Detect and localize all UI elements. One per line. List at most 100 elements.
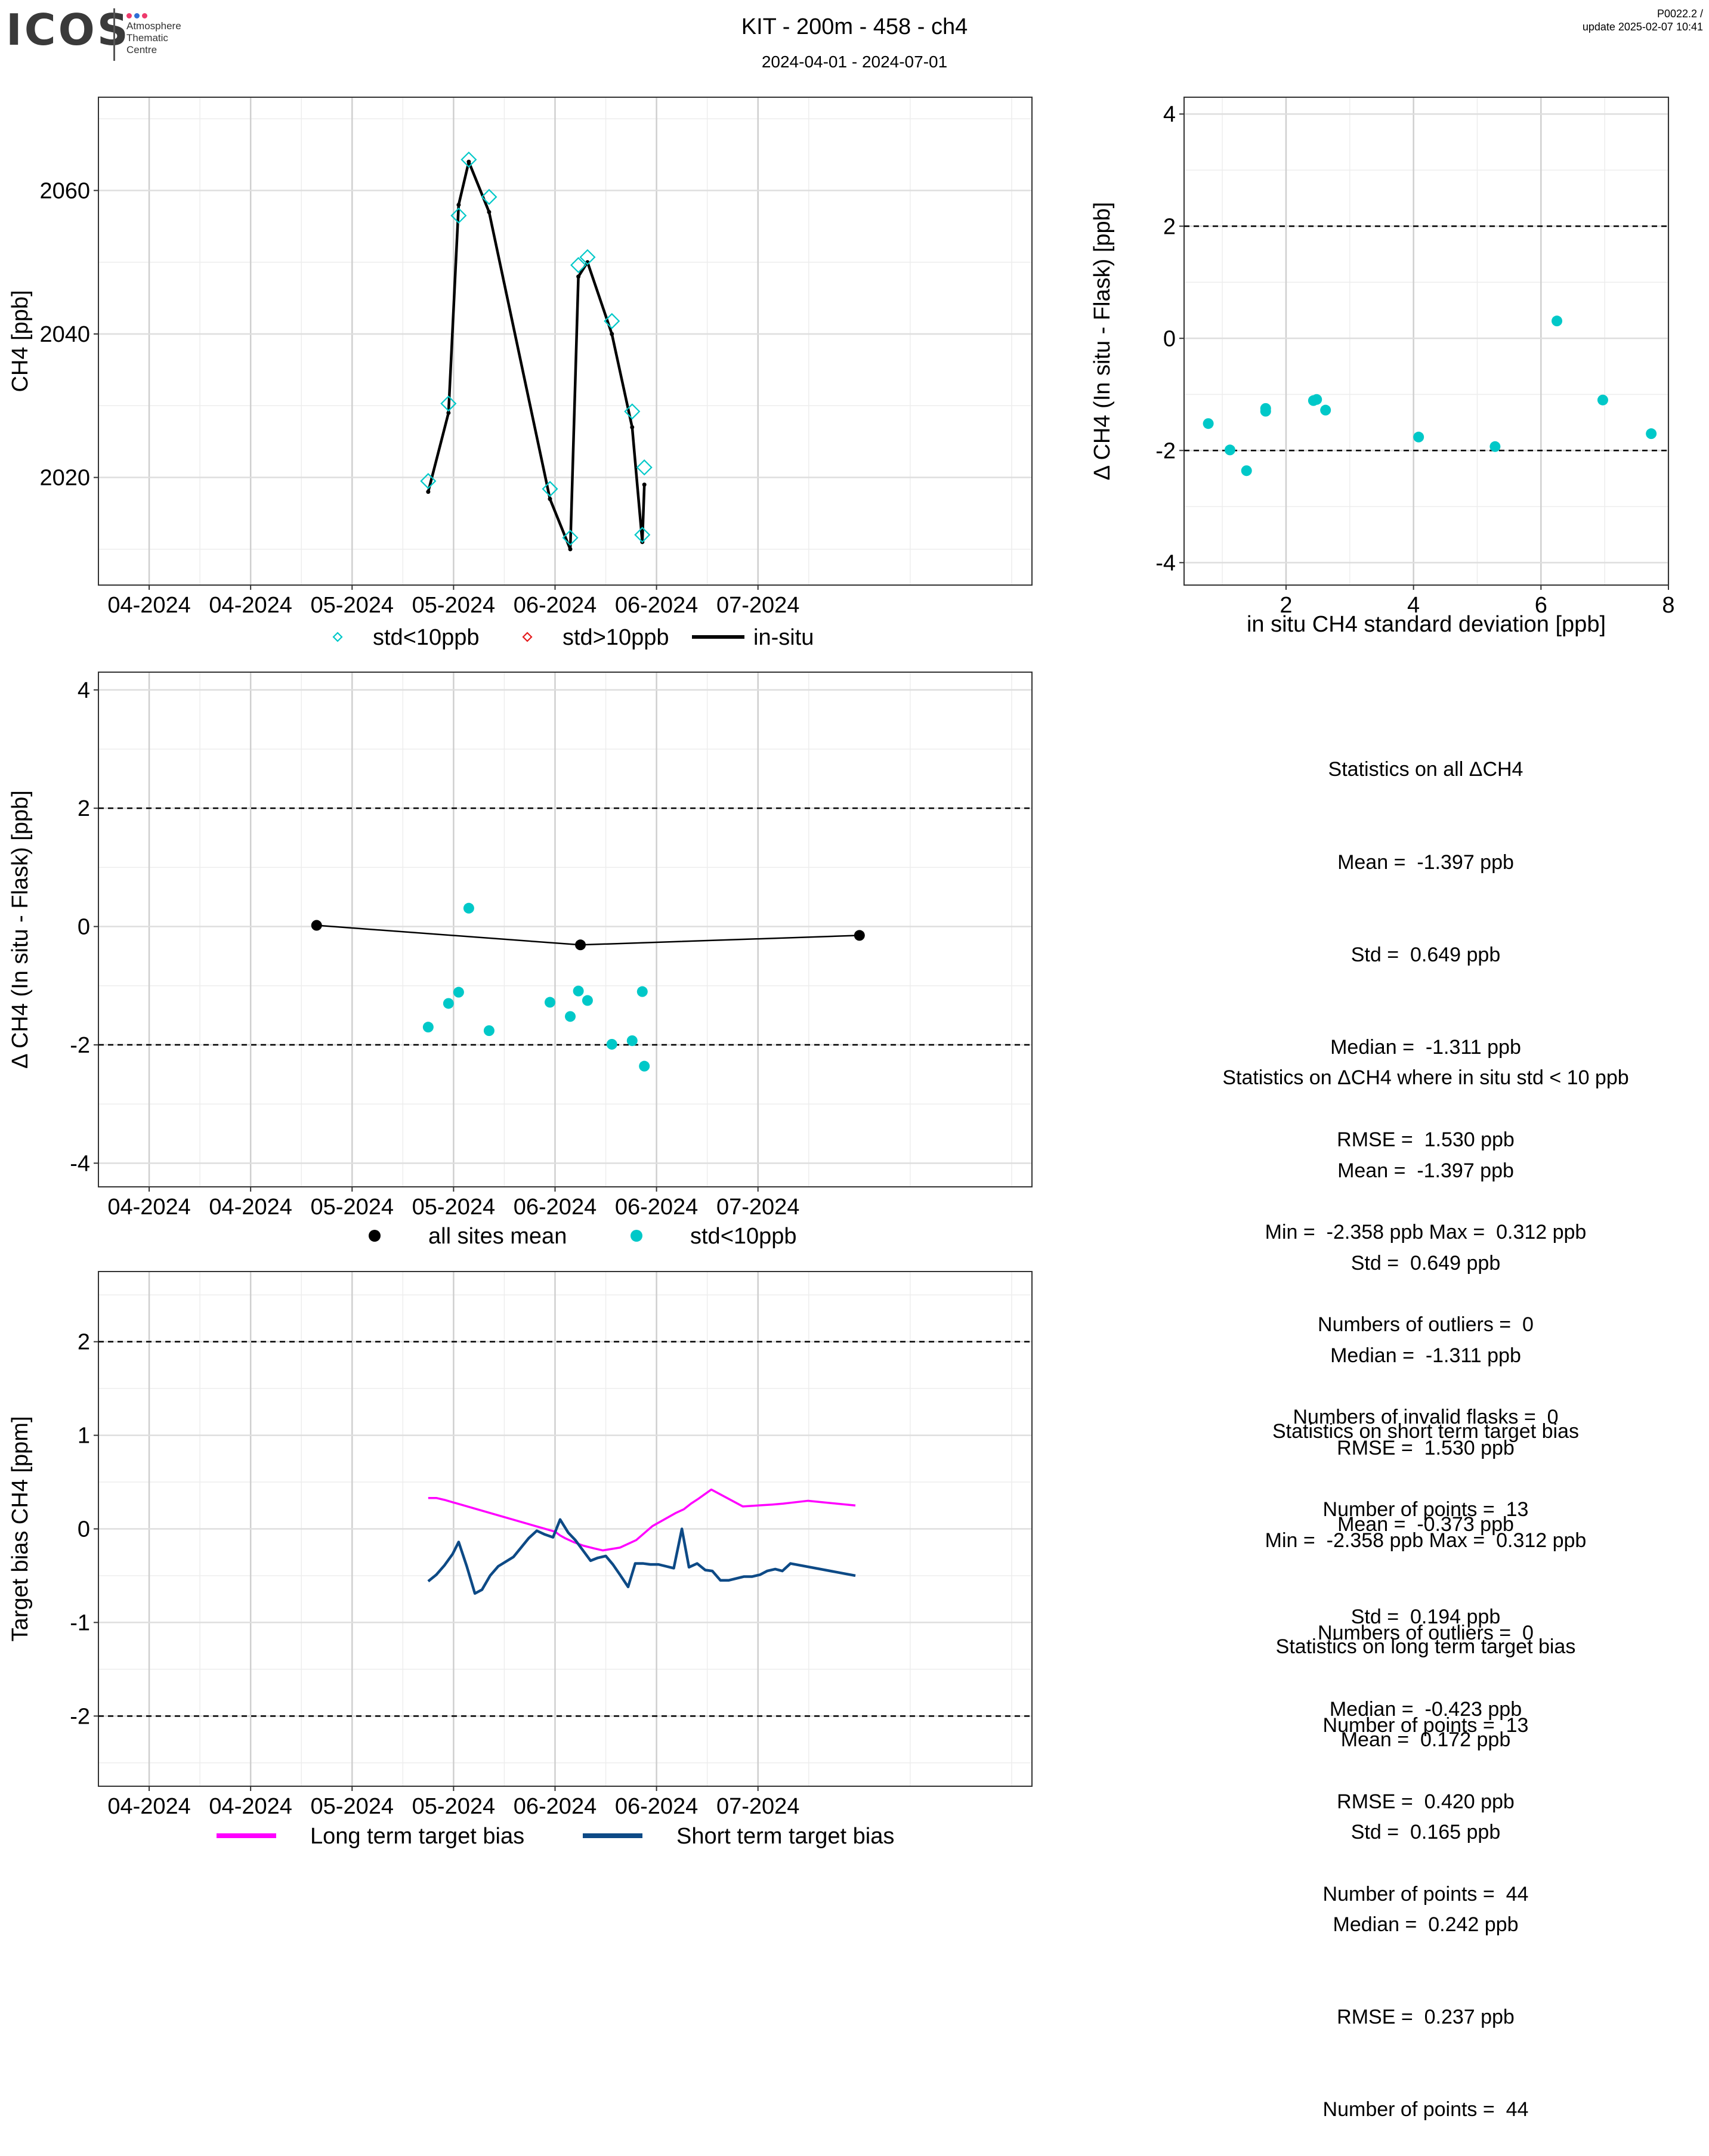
delta-point (453, 986, 464, 998)
stats-line: Number of points = 13 (1322, 1714, 1529, 1737)
y-tick-label: 2 (1163, 214, 1176, 239)
y-axis-label: Target bias CH4 [ppm] (8, 1416, 33, 1641)
long-term-bias-line (428, 1488, 856, 1552)
scatter-point (1413, 431, 1424, 443)
x-tick-label: 07-2024 (716, 593, 799, 618)
stats-title: Statistics on long term target bias (1275, 1635, 1576, 1659)
flask-marker (636, 459, 653, 476)
legend-mean-marker (369, 1230, 381, 1242)
delta-point (544, 997, 555, 1008)
y-tick-label: -2 (70, 1033, 90, 1058)
stats-line: RMSE = 1.530 ppb (1337, 1128, 1515, 1151)
stats-line: Median = -1.311 ppb (1330, 1344, 1521, 1367)
delta-point (422, 1022, 434, 1033)
delta-point (626, 1035, 638, 1046)
flask-marker (481, 188, 497, 205)
stats-line: RMSE = 1.530 ppb (1337, 1436, 1515, 1459)
flask-marker (420, 473, 437, 490)
stats-all-block: Statistics on all ΔCH4 Mean = -1.397 ppb… (1127, 693, 1709, 1557)
stats-line: Number of points = 44 (1322, 2098, 1529, 2121)
x-tick-label: 04-2024 (209, 1794, 292, 1819)
scatter-point (1311, 394, 1322, 405)
delta-point (463, 902, 474, 914)
y-tick-label: 2020 (39, 466, 90, 491)
flask-marker (461, 151, 477, 168)
stats-line: Std = 0.194 ppb (1350, 1605, 1501, 1628)
in-situ-point (456, 202, 461, 207)
y-tick-label: 2 (78, 796, 90, 821)
y-tick-label: 4 (78, 678, 90, 703)
logo-divider (113, 8, 115, 61)
icos-logo: ICOS (6, 5, 131, 55)
y-tick-label: 0 (1163, 326, 1176, 351)
x-tick-label: 05-2024 (412, 1794, 495, 1819)
page-title: KIT - 200m - 458 - ch4 (741, 14, 968, 39)
logo-line: Centre (126, 44, 157, 55)
in-situ-point (568, 547, 573, 552)
x-tick-label: 07-2024 (716, 1794, 799, 1819)
stats-std-block: Statistics on ΔCH4 where in situ std < 1… (1127, 1001, 1709, 1773)
scatter-point (1260, 406, 1271, 417)
std-scatter-chart: -4 -2 0 2 4 2 4 6 8 Δ CH4 (In situ - Flask) [ppb]… (1090, 97, 1675, 637)
plot-frame (98, 97, 1033, 586)
in-situ-point (610, 332, 614, 336)
stats-line: Numbers of invalid flasks = 0 (1293, 1406, 1559, 1429)
scatter-point (1224, 444, 1235, 456)
timeseries-chart: 2020 2040 2060 04-2024 04-2024 05-2024 05-2024… (8, 97, 1033, 650)
stats-line: Min = -2.358 ppb Max = 0.312 ppb (1265, 1529, 1587, 1552)
x-tick-label: 6 (1535, 593, 1547, 618)
y-axis-label: Δ CH4 (In situ - Flask) [ppb] (1090, 202, 1115, 481)
logo-line: Thematic (126, 32, 168, 44)
in-situ-point (548, 497, 552, 502)
target-bias-chart: -2 -1 0 1 2 04-2024 04-2024 05-2024 05-2024 06-20… (8, 1271, 1033, 1849)
stats-line: RMSE = 0.237 ppb (1337, 2005, 1515, 2028)
y-tick-label: -4 (1155, 550, 1176, 576)
x-tick-label: 06-2024 (615, 1794, 698, 1819)
in-situ-point (487, 209, 492, 214)
legend-label: std<10ppb (690, 1224, 797, 1249)
delta-point (483, 1025, 495, 1037)
logo-dots (126, 11, 150, 21)
x-tick-label: 2 (1280, 593, 1292, 618)
y-tick-label: -2 (70, 1704, 90, 1729)
update-label: update 2025-02-07 10:41 (1582, 21, 1703, 33)
y-axis-label: Δ CH4 (In situ - Flask) [ppb] (8, 790, 33, 1069)
legend-label: Long term target bias (310, 1824, 524, 1849)
in-situ-point (426, 490, 431, 494)
stats-title: Statistics on short term target bias (1272, 1420, 1579, 1443)
scatter-point (1597, 394, 1608, 406)
in-situ-point (630, 425, 635, 429)
x-tick-label: 04-2024 (107, 1794, 190, 1819)
stats-line: Median = 0.242 ppb (1333, 1913, 1519, 1936)
stats-line: Number of points = 13 (1322, 1498, 1529, 1521)
plot-frame (98, 672, 1033, 1187)
x-tick-label: 8 (1662, 593, 1674, 618)
delta-point (565, 1011, 576, 1022)
x-tick-label: 05-2024 (311, 593, 394, 618)
version-info: P0022.2 / update 2025-02-07 10:41 (1583, 7, 1703, 33)
flask-marker (579, 249, 596, 265)
all-sites-mean-point (311, 920, 322, 931)
flask-marker (562, 530, 579, 546)
x-tick-label: 06-2024 (514, 593, 597, 618)
stats-title: Statistics on ΔCH4 where in situ std < 1… (1222, 1066, 1629, 1090)
stats-line: Std = 0.649 ppb (1350, 943, 1501, 966)
delta-point (573, 985, 584, 997)
x-tick-label: 06-2024 (514, 1195, 597, 1220)
flask-marker (450, 207, 467, 224)
stats-line: Mean = -1.397 ppb (1337, 1159, 1514, 1182)
stats-line: Median = -0.423 ppb (1329, 1697, 1522, 1721)
y-tick-label: -2 (1155, 438, 1176, 463)
delta-point (639, 1060, 650, 1072)
delta-point (606, 1038, 617, 1050)
plot-frame (1183, 97, 1669, 586)
stats-line: Mean = -0.373 ppb (1337, 1512, 1514, 1536)
x-tick-label: 04-2024 (209, 593, 292, 618)
stats-long-block: Statistics on long term target bias Mean… (1127, 1570, 1709, 2156)
flask-marker (440, 395, 457, 412)
y-tick-label: 4 (1163, 102, 1176, 127)
flask-marker (542, 481, 558, 497)
x-tick-label: 05-2024 (311, 1195, 394, 1220)
y-axis-label: CH4 [ppb] (8, 290, 33, 392)
x-tick-label: 4 (1407, 593, 1420, 618)
